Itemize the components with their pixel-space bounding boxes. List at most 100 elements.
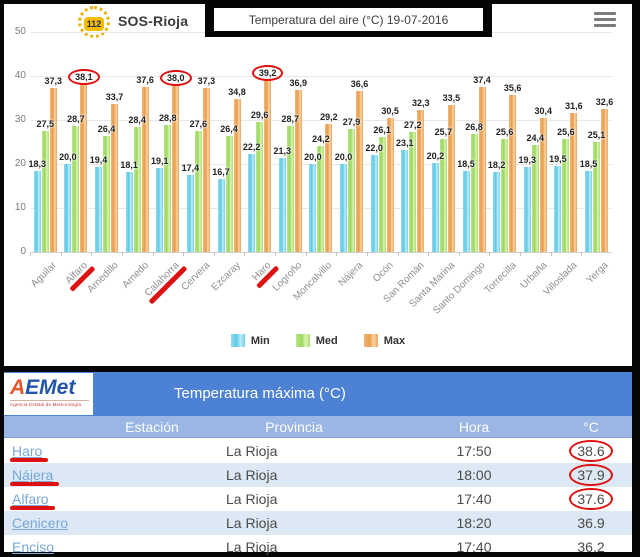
bar-value-label: 32,6 [595, 96, 614, 107]
chart-legend: Min Med Max [4, 334, 632, 347]
x-axis-cell: Urbaña [518, 252, 551, 314]
min-bar [370, 155, 378, 252]
bar-group: 19,1 28,8 38,0 [151, 32, 192, 252]
bar-value-label: 21,3 [273, 146, 292, 157]
bar-group: 20,0 28,7 38,1 [59, 32, 100, 252]
chart-title-box: Temperatura del aire (°C) 19-07-2016 [205, 0, 492, 37]
min-bar [340, 164, 348, 252]
bar-value-label: 28,4 [128, 115, 146, 126]
bar-value-label: 22,2 [242, 142, 261, 153]
max-bar [49, 87, 57, 252]
max-bar [601, 108, 609, 252]
bar-value-label: 29,2 [320, 111, 338, 122]
aemet-table-panel: AEMet Agencia Estatal de Meteorología Te… [4, 372, 632, 555]
bar-group: 23,1 27,2 32,3 [396, 32, 430, 252]
bar-group: 22,0 26,1 30,5 [365, 32, 399, 252]
station-link[interactable]: Cenicero [12, 515, 69, 531]
bar-value-label: 29,6 [250, 109, 269, 120]
province-cell: La Rioja [226, 467, 278, 483]
gridline [30, 252, 612, 253]
red-circle-annotation: 37.9 [569, 464, 613, 486]
station-link[interactable]: Alfaro [12, 491, 49, 507]
bar-value-label: 36,9 [289, 77, 308, 88]
bar-value-label: 35,6 [503, 83, 522, 94]
bar-value-label: 26,8 [465, 122, 483, 133]
column-header-temp: °C [583, 419, 599, 435]
med-bar [439, 138, 447, 252]
med-bar [194, 130, 202, 252]
bar-value-label: 25,6 [557, 127, 575, 138]
bar-value-label: 20,2 [426, 151, 445, 162]
bar-value-label: 33,5 [442, 92, 461, 103]
bar-group: 18,2 25,6 35,6 [488, 32, 521, 252]
min-bar [554, 166, 562, 252]
x-axis-cell: San Román [381, 252, 429, 314]
bar-value-label: 23,1 [396, 138, 414, 149]
med-bar [378, 137, 386, 252]
y-axis-tick-label: 20 [14, 158, 26, 169]
table-row: Haro La Rioja 17:50 38.6 [4, 439, 632, 463]
legend-label: Min [250, 334, 270, 347]
max-bar [80, 84, 88, 252]
legend-item-min[interactable]: Min [230, 334, 270, 347]
bar-value-label: 27,9 [342, 117, 361, 128]
temperature-cell: 37.9 [561, 463, 621, 487]
y-axis-tick-label: 0 [20, 246, 26, 257]
bar-value-label: 27,5 [36, 119, 55, 129]
column-header-provincia: Provincia [265, 419, 323, 435]
med-bar [225, 135, 233, 252]
legend-item-max[interactable]: Max [363, 334, 405, 347]
bar-value-label: 16,7 [212, 166, 230, 177]
temperature-cell: 38.6 [561, 439, 621, 463]
max-bar [141, 86, 149, 252]
province-cell: La Rioja [226, 443, 278, 459]
hour-cell: 17:40 [456, 491, 492, 507]
menu-hamburger-icon[interactable] [594, 12, 616, 30]
aemet-logo-text: AEMet [10, 376, 76, 399]
min-bar [401, 150, 409, 252]
table-row: Cenicero La Rioja 18:20 36.9 [4, 511, 632, 535]
bar-value-label: 38,0 [159, 69, 193, 86]
column-header-hora: Hora [458, 419, 490, 435]
table-rows: Haro La Rioja 17:50 38.6 Nájera La Rioja 18:00… [4, 439, 632, 557]
bar-group: 21,3 28,7 36,9 [274, 32, 307, 252]
x-axis-label: Haro [250, 260, 274, 284]
bar-group: 19,5 25,6 31,6 [549, 32, 583, 252]
112-badge: 112 [84, 17, 104, 31]
x-axis-label: Nájera [336, 260, 366, 289]
x-axis-cell: Logroño [270, 252, 306, 314]
station-link[interactable]: Enciso [12, 539, 55, 555]
bar-value-label: 18,3 [28, 159, 47, 170]
min-bar [585, 170, 593, 252]
bar-group: 16,7 26,4 34,8 [212, 32, 246, 252]
bar-value-label: 36,6 [350, 78, 369, 89]
bar-value-label: 37,3 [197, 75, 216, 86]
bar-group: 20,2 25,7 33,5 [427, 32, 460, 252]
x-axis-label: Ezcaray [209, 260, 243, 294]
station-link[interactable]: Haro [12, 443, 43, 459]
max-bar [294, 89, 302, 252]
aemet-logo[interactable]: AEMet Agencia Estatal de Meteorología [4, 373, 93, 415]
bar-value-label: 25,1 [587, 129, 606, 140]
max-bar [325, 123, 333, 252]
x-axis-label: Arnedillo [85, 260, 121, 296]
x-axis-cell: Moncalvillo [292, 252, 337, 314]
legend-item-med[interactable]: Med [295, 334, 338, 347]
bar-group: 20,0 27,9 36,6 [335, 32, 368, 252]
hour-cell: 17:50 [456, 443, 492, 459]
min-bar [523, 167, 531, 252]
bar-value-label: 24,4 [526, 132, 545, 143]
x-axis-cell: Ocón [366, 252, 398, 314]
gridline [30, 120, 612, 121]
bar-value-label: 20,0 [334, 152, 353, 162]
x-axis-label: Alfaro [63, 260, 90, 287]
bar-value-label: 34,8 [228, 86, 246, 97]
chart-title: Temperatura del aire (°C) 19-07-2016 [214, 8, 483, 31]
min-bar [493, 171, 501, 252]
bar-group: 18,5 26,8 37,4 [457, 32, 491, 252]
bar-group: 19,4 26,4 33,7 [90, 32, 123, 252]
province-cell: La Rioja [226, 539, 278, 555]
bar-value-label: 25,7 [434, 126, 453, 137]
station-link[interactable]: Nájera [12, 467, 54, 483]
min-bar [125, 172, 133, 252]
